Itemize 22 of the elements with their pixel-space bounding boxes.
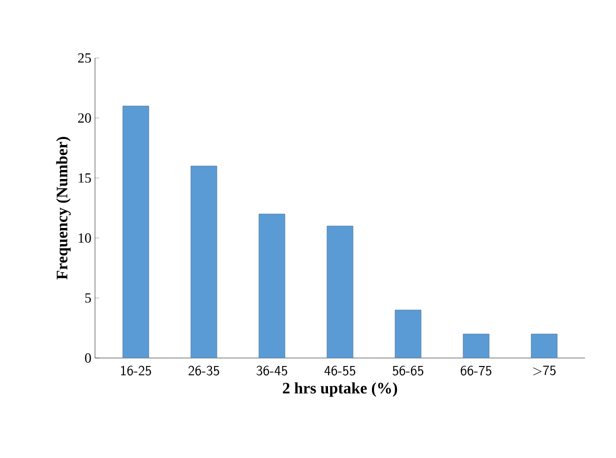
x-tick-label: 56-65 — [392, 366, 424, 376]
bar — [258, 214, 286, 358]
x-tick-label: 66-75 — [460, 366, 492, 376]
y-tick-label: 5 — [85, 293, 91, 303]
y-axis-title: Frequency (Number) — [56, 136, 71, 280]
y-tick-label: 10 — [78, 233, 91, 243]
x-tick-label: 16-25 — [121, 366, 152, 376]
bar — [190, 166, 218, 358]
bar — [326, 226, 354, 358]
x-tick-label: 46-55 — [324, 366, 356, 376]
x-tick-label: >75 — [533, 366, 556, 376]
x-tick-label: 26-35 — [188, 366, 220, 376]
y-tick-label: 15 — [78, 173, 91, 183]
x-tick-label: 36-45 — [256, 366, 288, 376]
y-tick-label: 20 — [78, 113, 91, 123]
x-axis-title: 2 hrs uptake (%) — [282, 382, 398, 397]
y-tick-label: 25 — [78, 53, 91, 63]
y-tick-label: 0 — [85, 353, 91, 363]
bar — [394, 310, 422, 358]
bar — [462, 334, 490, 358]
bar — [122, 106, 150, 358]
bar — [530, 334, 558, 358]
